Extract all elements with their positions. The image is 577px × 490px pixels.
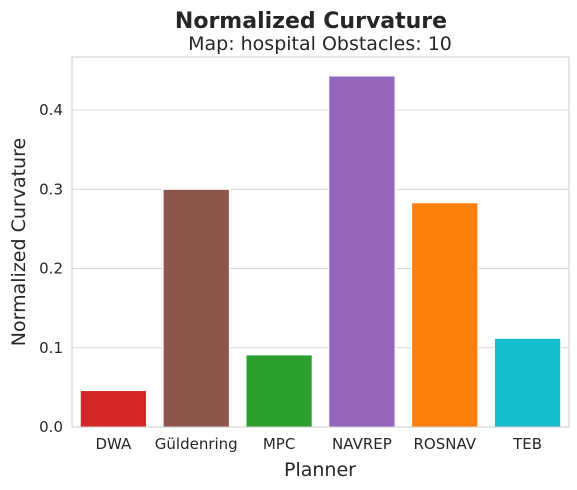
bar-teb: [493, 337, 562, 428]
chart-subtitle: Map: hospital Obstacles: 10: [188, 33, 452, 55]
bar-rosnav: [411, 202, 479, 428]
y-tick-label: 0.3: [39, 180, 63, 198]
x-tick-label: TEB: [512, 435, 542, 453]
y-tick-label: 0.2: [39, 260, 63, 278]
y-tick-labels: 0.0 0.1 0.2 0.3 0.4: [39, 101, 63, 436]
x-tick-labels: DWA Güldenring MPC NAVREP ROSNAV TEB: [96, 435, 543, 453]
y-tick-label: 0.1: [39, 339, 63, 357]
x-tick-label: MPC: [263, 435, 295, 453]
x-tick-label: NAVREP: [332, 435, 392, 453]
bar-mpc: [245, 354, 313, 428]
bars: [79, 75, 562, 428]
x-tick-label: DWA: [96, 435, 133, 453]
chart-title: Normalized Curvature: [175, 9, 447, 34]
y-tick-label: 0.4: [39, 101, 63, 119]
x-axis-label: Planner: [284, 459, 356, 481]
y-axis-label: Normalized Curvature: [8, 138, 30, 346]
x-tick-label: Güldenring: [155, 435, 238, 453]
bar-g-ldenring: [162, 188, 230, 428]
bar-navrep: [328, 75, 396, 428]
plot-frame: [71, 56, 570, 428]
y-tick-label: 0.0: [39, 418, 63, 436]
bar-dwa: [79, 390, 148, 428]
x-tick-label: ROSNAV: [413, 435, 476, 453]
